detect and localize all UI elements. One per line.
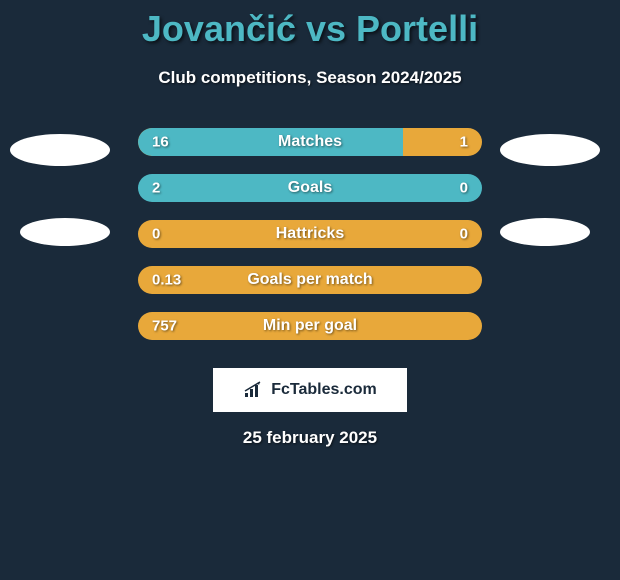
stat-row-mpg: 757 Min per goal bbox=[138, 312, 482, 340]
stat-label: Min per goal bbox=[138, 317, 482, 335]
right-avatar-col bbox=[500, 128, 610, 246]
stat-row-matches: 16 Matches 1 bbox=[138, 128, 482, 156]
logo-box[interactable]: FcTables.com bbox=[213, 368, 407, 412]
chart-icon bbox=[243, 381, 265, 399]
stat-label: Matches bbox=[138, 133, 482, 151]
stat-bars: 16 Matches 1 2 Goals 0 0 Hattricks 0 0.1… bbox=[138, 128, 482, 340]
page-title: Jovančić vs Portelli bbox=[0, 8, 620, 50]
stats-area: 16 Matches 1 2 Goals 0 0 Hattricks 0 0.1… bbox=[0, 128, 620, 340]
player-left-avatar-2 bbox=[20, 218, 110, 246]
stat-row-hattricks: 0 Hattricks 0 bbox=[138, 220, 482, 248]
player-left-avatar-1 bbox=[10, 134, 110, 166]
stat-row-goals: 2 Goals 0 bbox=[138, 174, 482, 202]
date-label: 25 february 2025 bbox=[0, 428, 620, 448]
player-right-avatar-2 bbox=[500, 218, 590, 246]
logo-text: FcTables.com bbox=[271, 381, 377, 399]
comparison-card: Jovančić vs Portelli Club competitions, … bbox=[0, 0, 620, 448]
stat-right-value: 1 bbox=[460, 134, 468, 151]
left-avatar-col bbox=[10, 128, 120, 246]
stat-right-value: 0 bbox=[460, 226, 468, 243]
stat-label: Hattricks bbox=[138, 225, 482, 243]
stat-label: Goals bbox=[138, 179, 482, 197]
stat-row-gpm: 0.13 Goals per match bbox=[138, 266, 482, 294]
subtitle: Club competitions, Season 2024/2025 bbox=[0, 68, 620, 88]
player-right-avatar-1 bbox=[500, 134, 600, 166]
stat-label: Goals per match bbox=[138, 271, 482, 289]
stat-right-value: 0 bbox=[460, 180, 468, 197]
